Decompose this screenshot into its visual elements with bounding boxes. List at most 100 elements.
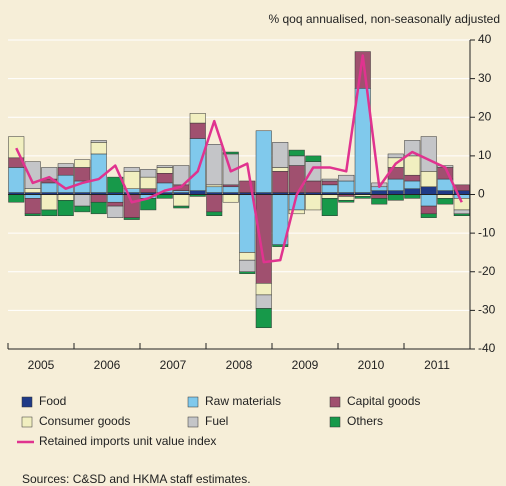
bar-segment (57, 194, 74, 201)
x-tick-label: 2010 (358, 358, 385, 372)
bar-segment (453, 213, 470, 216)
bar-segment (437, 198, 454, 205)
bar-segment (189, 113, 206, 124)
bar-segment (123, 194, 140, 218)
bar-segment (90, 201, 107, 215)
bar-segment (57, 200, 74, 216)
bar-segment (173, 190, 190, 193)
bar-segment (387, 190, 404, 195)
bar-segment (57, 163, 74, 168)
bar-segment (321, 198, 338, 216)
bar-segment (222, 151, 239, 155)
bar-segment (305, 180, 322, 193)
bar-segment (404, 194, 421, 199)
bar-segment (206, 194, 223, 213)
legend-label: Retained imports unit value index (39, 434, 216, 448)
bar-segment (371, 190, 388, 195)
bar-segment (222, 186, 239, 193)
bar-segment (371, 198, 388, 205)
x-tick-label: 2007 (160, 358, 187, 372)
bar-segment (140, 169, 157, 178)
bar-segment (222, 184, 239, 188)
bar-segment (107, 205, 124, 218)
bar-segment (8, 194, 25, 203)
bar-segment (371, 194, 388, 199)
bar-segment (272, 142, 289, 168)
bar-segment (404, 174, 421, 182)
bar-segment (420, 205, 437, 215)
bar-segment (288, 155, 305, 166)
bar-segment (57, 167, 74, 176)
bar-segment (90, 142, 107, 155)
bar-segment (288, 149, 305, 157)
legend-label: Food (39, 394, 66, 408)
bar-segment (189, 138, 206, 191)
bar-segment (453, 209, 470, 215)
bar-segment (354, 196, 371, 199)
bar-segment (90, 194, 107, 203)
bar-segment (420, 171, 437, 188)
x-tick-label: 2009 (292, 358, 319, 372)
bar-segment (420, 136, 437, 172)
bar-segment (222, 194, 239, 203)
bar-segment (24, 198, 41, 215)
bar-segment (156, 173, 173, 184)
y-tick-label: -30 (478, 303, 496, 317)
bar-segment (437, 190, 454, 195)
bar-segment (404, 180, 421, 189)
bar-segment (156, 167, 173, 174)
bar-segment (41, 209, 58, 216)
legend-label: Capital goods (347, 394, 420, 408)
bar-segment (239, 271, 256, 274)
x-tick-label: 2008 (226, 358, 253, 372)
bar-segment (272, 244, 289, 247)
bar-segment (321, 184, 338, 193)
legend-label: Raw materials (205, 394, 281, 408)
bar-segment (239, 252, 256, 261)
bar-segment (288, 165, 305, 193)
bar-segment (123, 167, 140, 172)
bar-segment (189, 122, 206, 139)
bar-segment (41, 194, 58, 211)
bar-segment (41, 182, 58, 193)
bar-segment (24, 213, 41, 216)
source: Sources: C&SD and HKMA staff estimates. (22, 472, 251, 486)
bar-segment (453, 194, 470, 199)
bar-segment (321, 178, 338, 182)
bar-segment (255, 294, 272, 309)
bar-segment (206, 184, 223, 188)
bar-segment (24, 188, 41, 193)
y-tick-label: 0 (478, 187, 485, 201)
y-tick-label: -20 (478, 264, 496, 278)
legend-swatch (187, 416, 199, 428)
bar-segment (173, 165, 190, 186)
bar-segment (74, 167, 91, 182)
bar-segment (288, 209, 305, 215)
bar-segment (321, 180, 338, 186)
bar-segment (338, 174, 355, 182)
bar-segment (74, 205, 91, 213)
line-series (15, 54, 463, 264)
legend-swatch (329, 416, 341, 428)
bar-segment (107, 201, 124, 207)
y-tick-label: 30 (478, 71, 492, 85)
bar-segment (255, 283, 272, 296)
bar-segment (239, 259, 256, 273)
bar-segment (420, 186, 437, 195)
bar-segment (140, 188, 157, 193)
bar-segment (272, 167, 289, 172)
bar-segment (321, 194, 338, 199)
y-tick-label: -10 (478, 225, 496, 239)
bar-segment (437, 194, 454, 199)
bar-segment (206, 144, 223, 186)
bar-segment (404, 188, 421, 195)
legend-label: Others (347, 414, 383, 428)
bar-segment (24, 161, 41, 189)
bar-segment (8, 167, 25, 193)
bar-segment (305, 155, 322, 162)
bar-segment (156, 165, 173, 168)
bar-segment (90, 140, 107, 143)
x-tick-label: 2005 (28, 358, 55, 372)
